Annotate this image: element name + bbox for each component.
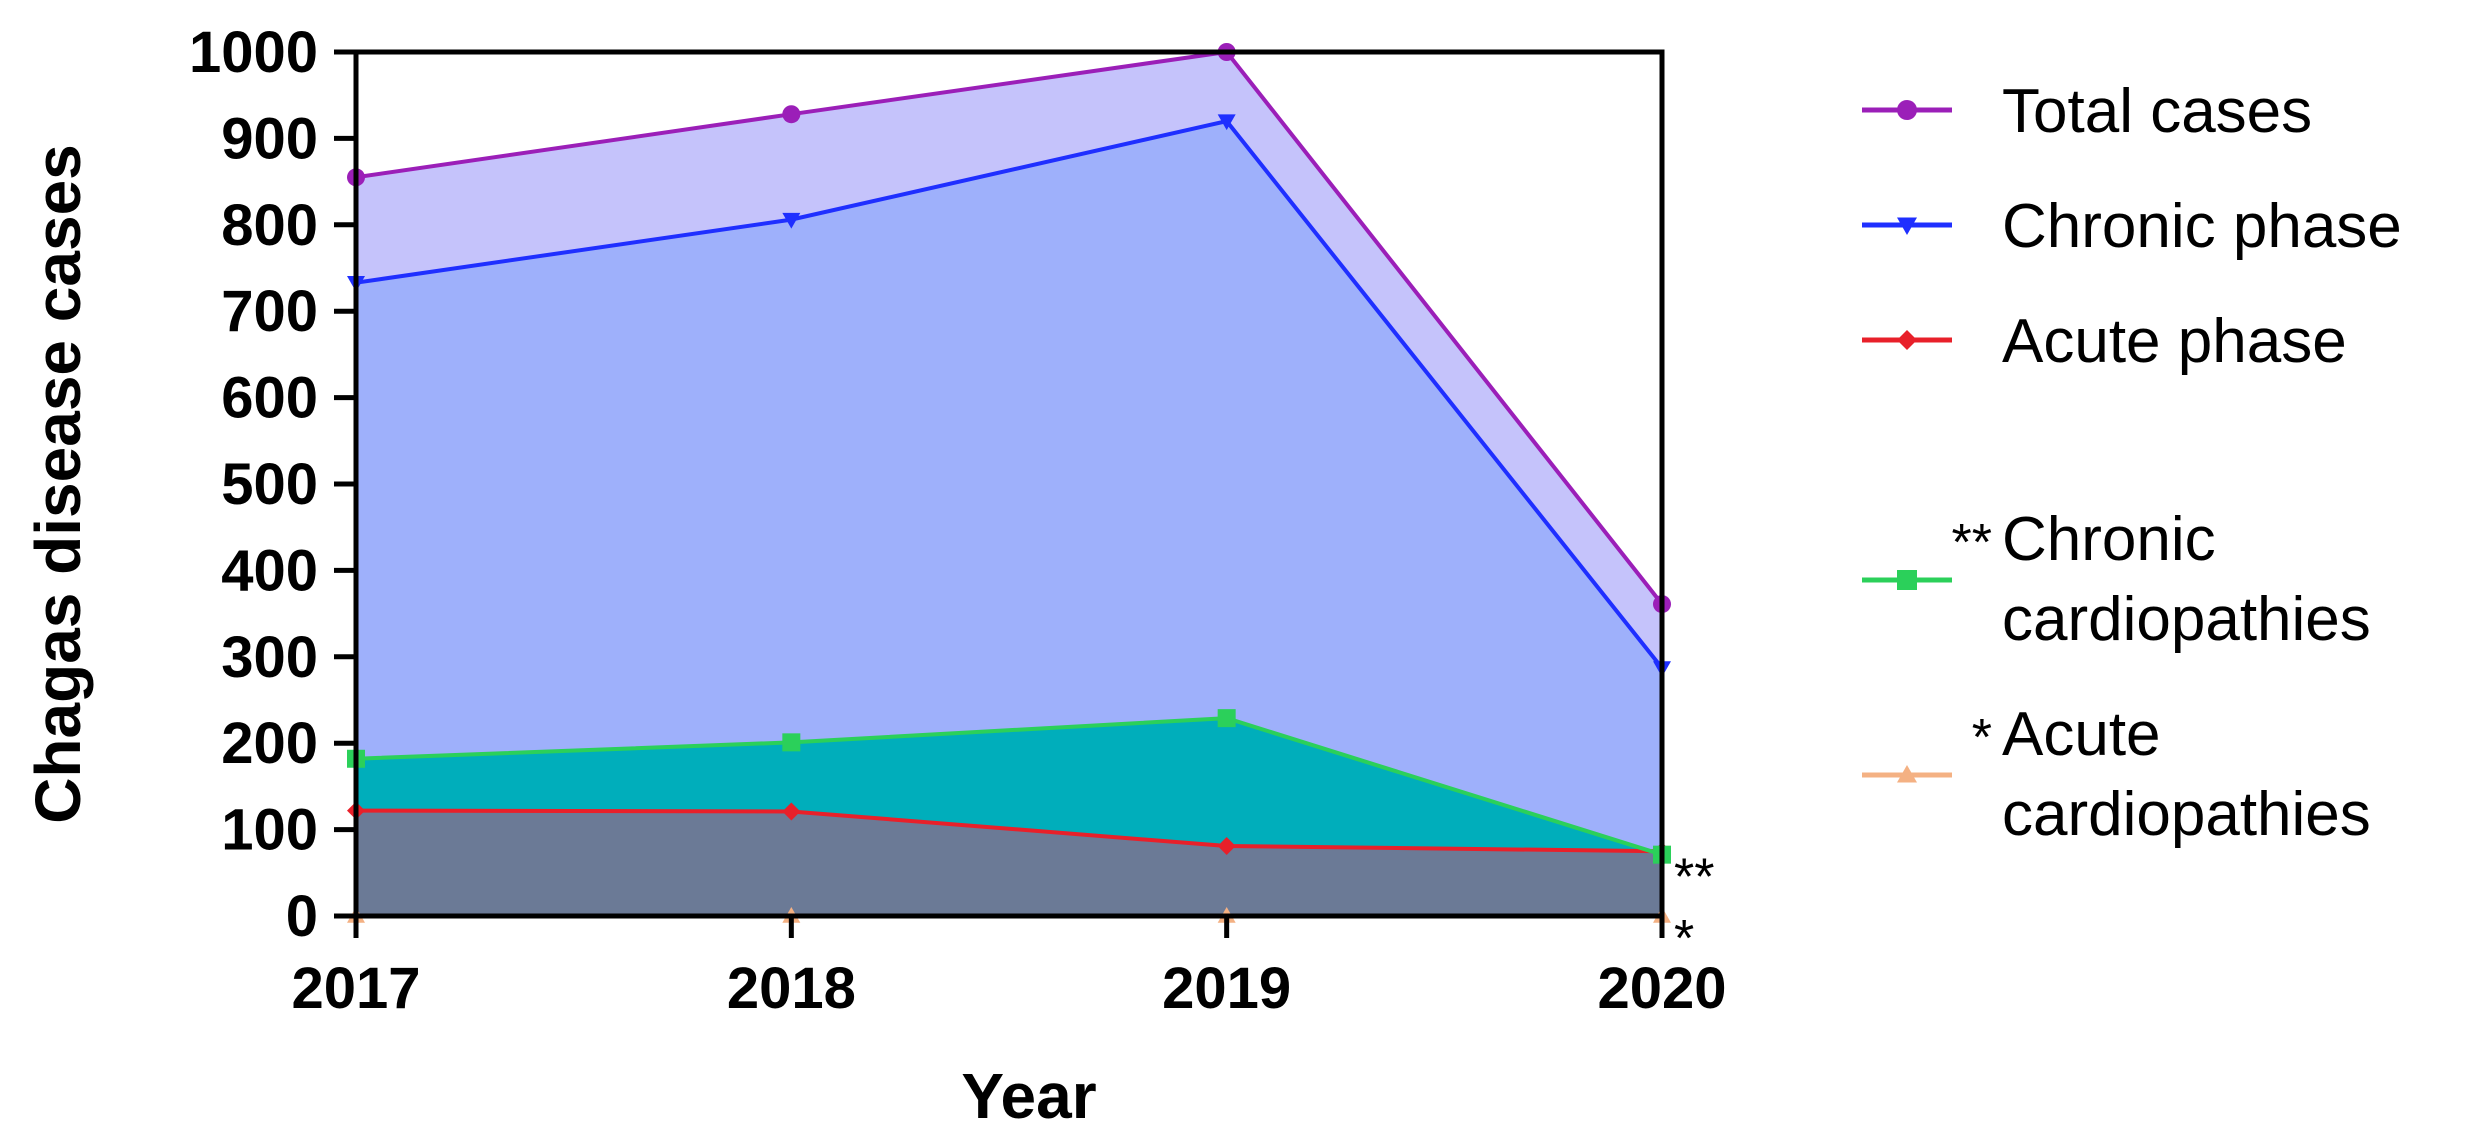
- line-chronic-phase: [355, 118, 1664, 670]
- legend-item-acute-cardiopathies: Acute cardiopathies*: [1862, 700, 2371, 849]
- y-tick-label: 700: [221, 279, 318, 344]
- y-tick-label: 900: [221, 106, 318, 171]
- area-acute-phase: [356, 810, 1662, 916]
- y-tick-label: 100: [221, 798, 318, 863]
- y-tick-label: 400: [221, 538, 318, 603]
- legend-swatch-marker: [1897, 217, 1917, 235]
- legend: Total cases Chronic phase Acute phase Chron…: [1862, 77, 2402, 849]
- x-tick-label: 2020: [1597, 956, 1726, 1021]
- legend-label: Chronic cardiopathies: [2002, 505, 2371, 654]
- x-tick-label: 2017: [291, 956, 420, 1021]
- y-tick-label: 500: [221, 452, 318, 517]
- area-fills: [356, 52, 1662, 917]
- x-axis-ticks: 2017 2018 2019 2020: [291, 916, 1727, 1021]
- legend-item-chronic-cardiopathies: Chronic cardiopathies**: [1862, 505, 2371, 654]
- annotation-chronic-cardiopathies: **: [1674, 849, 1714, 907]
- y-tick-label: 200: [221, 711, 318, 776]
- y-tick-label: 800: [221, 193, 318, 258]
- legend-item-total-cases: Total cases: [1862, 77, 2312, 146]
- legend-swatch-marker: [1897, 100, 1917, 120]
- legend-label: Acute phase: [2002, 307, 2347, 376]
- line-chronic-cardiopathies: [355, 716, 1663, 857]
- point-chronic-cardiopathies-2018: [782, 733, 801, 752]
- y-axis-title: Chagas disease cases: [22, 144, 94, 824]
- point-chronic-phase-2019: [1217, 114, 1236, 131]
- y-tick-label: 1000: [189, 20, 318, 85]
- legend-label: Chronic phase: [2002, 192, 2402, 261]
- area-chronic-phase: [356, 121, 1662, 917]
- legend-swatch-marker: [1897, 330, 1917, 350]
- legend-label-line: Acute: [2002, 700, 2161, 769]
- annotation-acute-cardiopathies: *: [1674, 910, 1694, 968]
- legend-label-line: cardiopathies: [2002, 780, 2371, 849]
- legend-item-chronic-phase: Chronic phase: [1862, 192, 2402, 261]
- significance-annotations: ***: [1674, 849, 1714, 968]
- x-axis-title: Year: [961, 1060, 1096, 1132]
- legend-label: Total cases: [2002, 77, 2312, 146]
- y-tick-label: 600: [221, 366, 318, 431]
- line-total-cases: [355, 49, 1664, 606]
- y-tick-label: 0: [286, 884, 318, 949]
- x-tick-label: 2018: [727, 956, 856, 1021]
- legend-label-line: cardiopathies: [2002, 585, 2371, 654]
- legend-significance: **: [1952, 514, 1992, 572]
- legend-label-line: Chronic: [2002, 505, 2216, 574]
- y-tick-label: 300: [221, 625, 318, 690]
- point-acute-phase-2019: [1217, 837, 1236, 856]
- y-axis-ticks: 0 100 200 300 400 500 600 700 800 900 1000: [189, 20, 356, 949]
- x-tick-label: 2019: [1162, 956, 1291, 1021]
- legend-significance: *: [1972, 709, 1992, 767]
- line-acute-phase: [355, 808, 1663, 854]
- point-acute-phase-2018: [782, 802, 801, 821]
- legend-swatch-marker: [1897, 765, 1917, 783]
- point-chronic-phase-2018: [782, 212, 801, 229]
- legend-swatch-marker: [1897, 570, 1917, 590]
- legend-item-acute-phase: Acute phase: [1862, 307, 2347, 376]
- point-chronic-cardiopathies-2019: [1217, 709, 1236, 728]
- point-total-cases-2018: [782, 105, 801, 124]
- legend-label: Acute cardiopathies: [2002, 700, 2371, 849]
